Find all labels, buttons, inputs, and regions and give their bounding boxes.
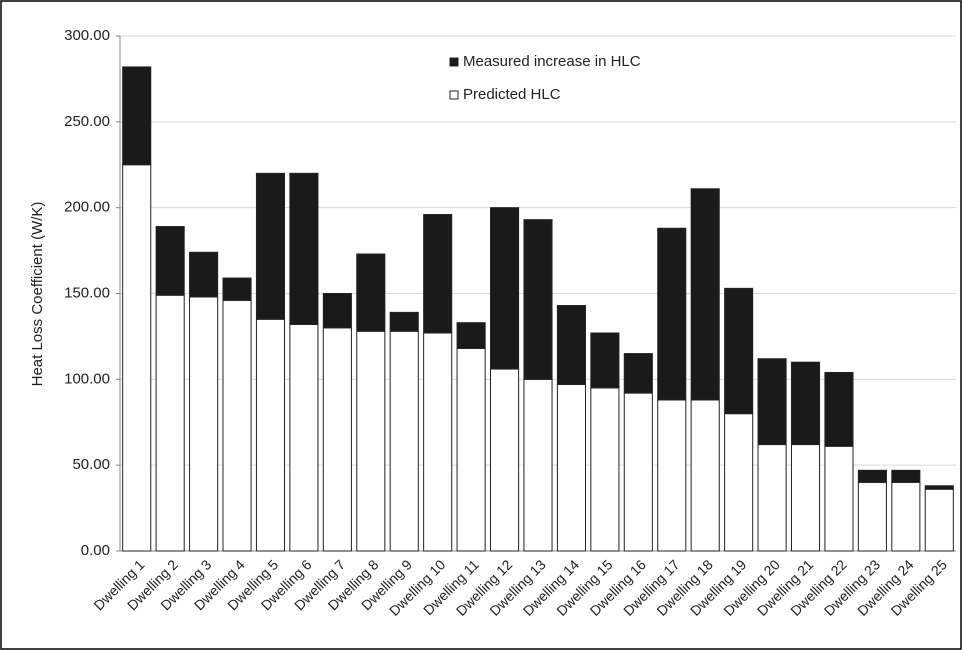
bar-segment xyxy=(757,358,787,446)
bar-segment xyxy=(456,322,486,349)
bar-segment xyxy=(389,311,419,332)
bar-segment xyxy=(189,251,219,298)
bar-segment xyxy=(423,214,453,334)
bar-segment xyxy=(757,444,787,552)
y-tick-label: 0.00 xyxy=(81,542,110,559)
bar-segment xyxy=(657,227,687,401)
bar-segment xyxy=(556,383,586,552)
bar-segment xyxy=(490,368,520,552)
bar-segment xyxy=(724,287,754,415)
bar-segment xyxy=(891,481,921,552)
bar-segment xyxy=(924,485,954,490)
y-tick-label: 100.00 xyxy=(64,370,110,387)
bar-segment xyxy=(122,66,152,166)
y-axis-label: Heat Loss Coefficient (W/K) xyxy=(29,202,46,387)
bar-segment xyxy=(623,353,653,394)
bar-segment xyxy=(590,332,620,389)
bar-segment xyxy=(155,294,185,552)
bar-segment xyxy=(790,444,821,552)
bar-segment xyxy=(724,413,754,552)
bar-segment xyxy=(924,488,954,552)
bar-segment xyxy=(222,277,252,301)
legend-swatch xyxy=(449,57,459,67)
bar-segment xyxy=(423,332,453,552)
bar-segment xyxy=(556,305,586,385)
bar-segment xyxy=(857,481,887,552)
bar-segment xyxy=(623,392,653,552)
bar-segment xyxy=(824,445,854,552)
bar-segment xyxy=(790,361,821,446)
bar-segment xyxy=(222,299,252,552)
bar-segment xyxy=(389,330,419,552)
legend-swatch xyxy=(449,90,459,100)
bar-segment xyxy=(891,469,921,483)
bar-segment xyxy=(356,253,386,332)
bar-segment xyxy=(657,399,687,552)
bar-segment xyxy=(490,207,520,370)
bar-segment xyxy=(824,371,854,447)
bar-segment xyxy=(255,172,286,320)
bar-segment xyxy=(356,330,386,552)
legend-label: Predicted HLC xyxy=(463,86,561,103)
y-tick-label: 200.00 xyxy=(64,199,110,216)
y-tick-label: 300.00 xyxy=(64,27,110,44)
y-tick-label: 250.00 xyxy=(64,113,110,130)
bar-segment xyxy=(523,378,553,552)
bar-segment xyxy=(289,172,319,325)
bar-segment xyxy=(189,296,219,552)
y-tick-label: 150.00 xyxy=(64,284,110,301)
bar-segment xyxy=(456,347,486,552)
bar-segment xyxy=(322,327,352,552)
bar-segment xyxy=(690,399,720,552)
y-tick-label: 50.00 xyxy=(72,456,110,473)
bar-segment xyxy=(523,219,553,380)
bar-segment xyxy=(322,293,352,329)
bar-segment xyxy=(690,188,720,401)
bar-segment xyxy=(289,323,319,552)
bar-segment xyxy=(590,387,620,552)
bar-segment xyxy=(122,164,152,552)
bar-segment xyxy=(857,469,887,483)
bar-segment xyxy=(155,226,185,296)
legend-label: Measured increase in HLC xyxy=(463,53,641,70)
bar-segment xyxy=(255,318,286,552)
